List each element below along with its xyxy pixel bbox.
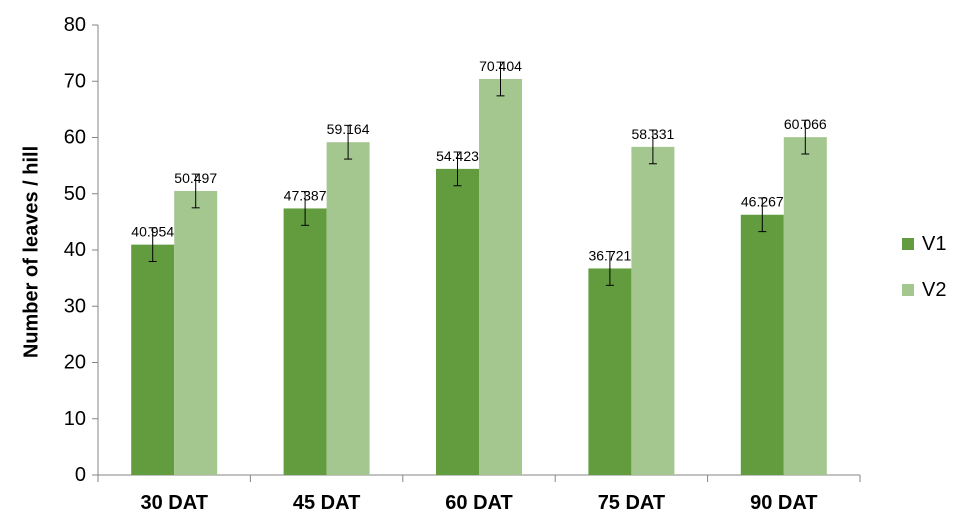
bar-v2: [326, 142, 370, 475]
data-label: 40.954: [131, 224, 174, 240]
data-label: 36.721: [588, 247, 631, 263]
legend: V1 V2: [902, 233, 946, 301]
data-label: 46.267: [741, 194, 784, 210]
y-tick-label: 70: [64, 70, 86, 92]
x-category-label: 60 DAT: [445, 492, 512, 514]
y-tick-label: 80: [64, 14, 86, 36]
y-tick-label: 20: [64, 352, 86, 374]
legend-label-v2: V2: [922, 279, 946, 301]
data-label: 70.404: [479, 58, 522, 74]
bar-v2: [174, 190, 218, 475]
x-category-label: 75 DAT: [598, 492, 665, 514]
bar-v1: [131, 244, 175, 475]
bar-v2: [631, 146, 675, 475]
y-tick-label: 30: [64, 295, 86, 317]
legend-swatch-v1: [902, 238, 914, 250]
bar-v2: [479, 78, 522, 475]
y-axis-title: Number of leaves / hill: [20, 146, 42, 358]
legend-label-v1: V1: [922, 233, 946, 255]
y-tick-label: 40: [64, 239, 86, 261]
y-tick-label: 50: [64, 183, 86, 205]
plot-area: 0 10 20 30 40 50 60 70 80 40.954 50.497 30 DAT 47.38…: [64, 14, 861, 514]
y-tick-label: 10: [64, 408, 86, 430]
data-label: 47.387: [284, 187, 327, 203]
bar-v1: [436, 168, 479, 476]
y-tick-label: 60: [64, 127, 86, 149]
x-category-label: 90 DAT: [750, 492, 817, 514]
y-tick-label: 0: [75, 464, 86, 486]
bar-v1: [283, 208, 327, 475]
x-category-label: 45 DAT: [293, 492, 360, 514]
data-label: 50.497: [174, 170, 217, 186]
data-label: 54.423: [436, 148, 479, 164]
data-label: 59.164: [327, 121, 370, 137]
data-label: 60.066: [784, 116, 827, 132]
x-category-label: 30 DAT: [140, 492, 207, 514]
data-label: 58.331: [631, 126, 674, 142]
bar-v1: [588, 268, 632, 475]
bar-v2: [783, 137, 827, 475]
bar-v1: [740, 214, 784, 476]
legend-swatch-v2: [902, 284, 914, 296]
